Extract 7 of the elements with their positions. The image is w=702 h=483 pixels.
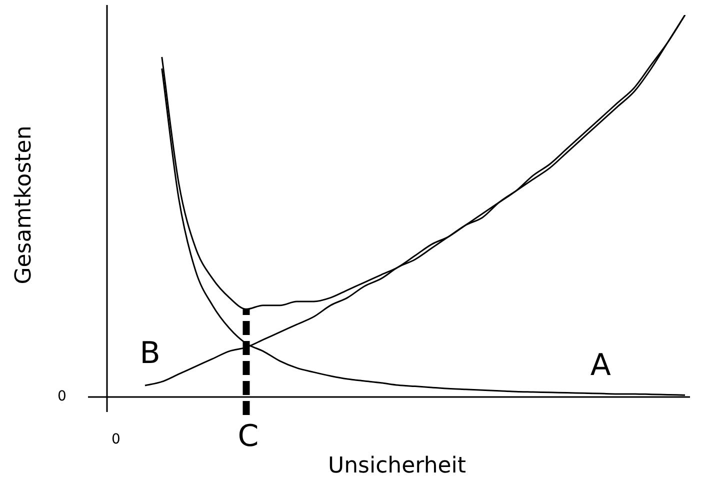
x-axis-title: Unsicherheit bbox=[328, 454, 466, 479]
text: 0 bbox=[112, 432, 120, 448]
text: C bbox=[238, 418, 259, 454]
series-label: B bbox=[140, 336, 160, 371]
text: 0 bbox=[58, 388, 66, 405]
series-label: A bbox=[590, 348, 612, 383]
y-axis-title: Gesamtkosten bbox=[12, 126, 37, 284]
